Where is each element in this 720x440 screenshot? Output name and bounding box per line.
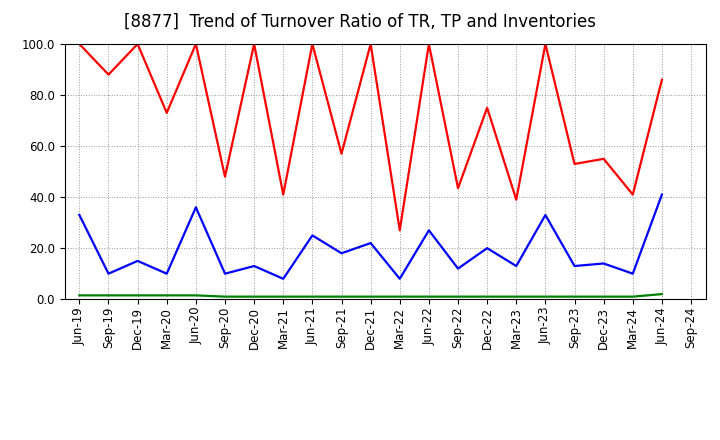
- Trade Payables: [133, 258, 142, 264]
- Trade Receivables: [337, 151, 346, 156]
- Trade Payables: [220, 271, 229, 276]
- Legend: Trade Receivables, Trade Payables, Inventories: Trade Receivables, Trade Payables, Inven…: [163, 439, 607, 440]
- Inventories: [192, 293, 200, 298]
- Inventories: [104, 293, 113, 298]
- Inventories: [657, 291, 666, 297]
- Inventories: [629, 294, 637, 299]
- Inventories: [395, 294, 404, 299]
- Trade Receivables: [366, 41, 375, 47]
- Inventories: [279, 294, 287, 299]
- Inventories: [512, 294, 521, 299]
- Trade Payables: [425, 227, 433, 233]
- Trade Payables: [512, 264, 521, 269]
- Trade Payables: [541, 213, 550, 218]
- Line: Inventories: Inventories: [79, 294, 662, 297]
- Trade Payables: [250, 264, 258, 269]
- Inventories: [599, 294, 608, 299]
- Trade Receivables: [163, 110, 171, 116]
- Trade Payables: [337, 251, 346, 256]
- Trade Payables: [483, 246, 492, 251]
- Trade Receivables: [599, 156, 608, 161]
- Trade Receivables: [192, 41, 200, 47]
- Trade Receivables: [250, 41, 258, 47]
- Inventories: [308, 294, 317, 299]
- Inventories: [425, 294, 433, 299]
- Trade Receivables: [133, 41, 142, 47]
- Line: Trade Payables: Trade Payables: [79, 194, 662, 279]
- Inventories: [454, 294, 462, 299]
- Trade Receivables: [657, 77, 666, 82]
- Trade Receivables: [279, 192, 287, 197]
- Inventories: [337, 294, 346, 299]
- Trade Payables: [454, 266, 462, 271]
- Trade Payables: [192, 205, 200, 210]
- Trade Receivables: [75, 41, 84, 47]
- Trade Receivables: [570, 161, 579, 167]
- Trade Payables: [395, 276, 404, 282]
- Trade Payables: [629, 271, 637, 276]
- Trade Receivables: [454, 186, 462, 191]
- Trade Payables: [599, 261, 608, 266]
- Trade Receivables: [308, 41, 317, 47]
- Trade Payables: [366, 240, 375, 246]
- Trade Payables: [104, 271, 113, 276]
- Trade Receivables: [541, 41, 550, 47]
- Trade Payables: [163, 271, 171, 276]
- Line: Trade Receivables: Trade Receivables: [79, 44, 662, 230]
- Trade Payables: [570, 264, 579, 269]
- Inventories: [366, 294, 375, 299]
- Inventories: [483, 294, 492, 299]
- Trade Payables: [75, 213, 84, 218]
- Inventories: [133, 293, 142, 298]
- Inventories: [541, 294, 550, 299]
- Inventories: [220, 294, 229, 299]
- Trade Payables: [657, 192, 666, 197]
- Trade Payables: [279, 276, 287, 282]
- Trade Payables: [308, 233, 317, 238]
- Trade Receivables: [395, 227, 404, 233]
- Trade Receivables: [629, 192, 637, 197]
- Text: [8877]  Trend of Turnover Ratio of TR, TP and Inventories: [8877] Trend of Turnover Ratio of TR, TP…: [124, 13, 596, 31]
- Inventories: [250, 294, 258, 299]
- Inventories: [75, 293, 84, 298]
- Inventories: [570, 294, 579, 299]
- Trade Receivables: [425, 41, 433, 47]
- Trade Receivables: [483, 105, 492, 110]
- Inventories: [163, 293, 171, 298]
- Trade Receivables: [220, 174, 229, 180]
- Trade Receivables: [512, 197, 521, 202]
- Trade Receivables: [104, 72, 113, 77]
